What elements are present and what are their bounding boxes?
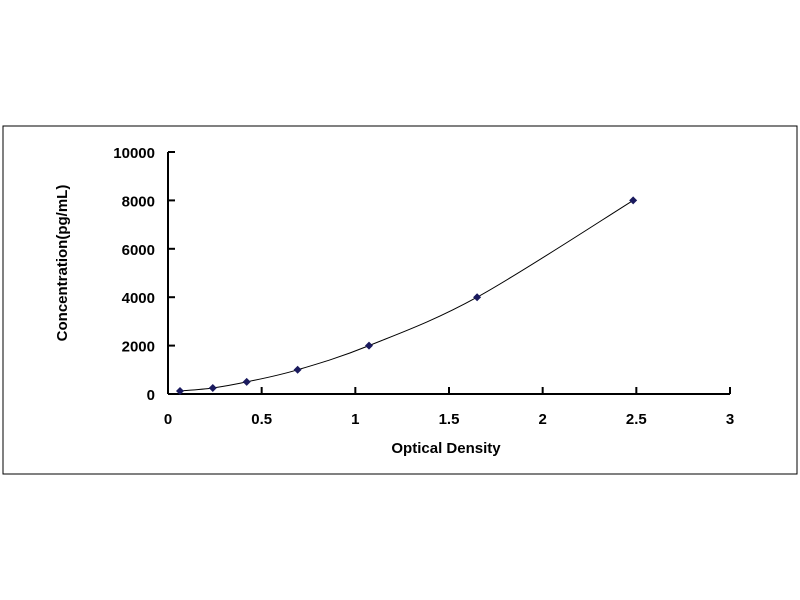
- y-tick-label: 2000: [122, 339, 155, 356]
- x-axis-label: Optical Density: [391, 440, 501, 457]
- data-point: [242, 377, 251, 386]
- data-point: [473, 293, 482, 302]
- chart-frame: [2, 125, 798, 475]
- y-tick-label: 10000: [113, 145, 155, 162]
- data-point: [175, 386, 184, 395]
- x-tick-label: 1: [351, 411, 359, 428]
- data-point: [208, 383, 217, 392]
- y-axis-label: Concentration(pg/mL): [54, 185, 71, 342]
- y-tick-label: 0: [147, 387, 155, 404]
- x-tick-label: 1.5: [439, 411, 460, 428]
- y-tick-label: 6000: [122, 242, 155, 259]
- y-tick-label: 4000: [122, 290, 155, 307]
- x-tick-label: 0: [164, 411, 172, 428]
- x-tick-label: 2.5: [626, 411, 647, 428]
- x-tick-label: 0.5: [251, 411, 272, 428]
- data-point: [365, 341, 374, 350]
- data-point: [293, 365, 302, 374]
- y-tick-label: 8000: [122, 193, 155, 210]
- data-point: [629, 196, 638, 205]
- x-tick-label: 2: [538, 411, 546, 428]
- x-tick-label: 3: [726, 411, 734, 428]
